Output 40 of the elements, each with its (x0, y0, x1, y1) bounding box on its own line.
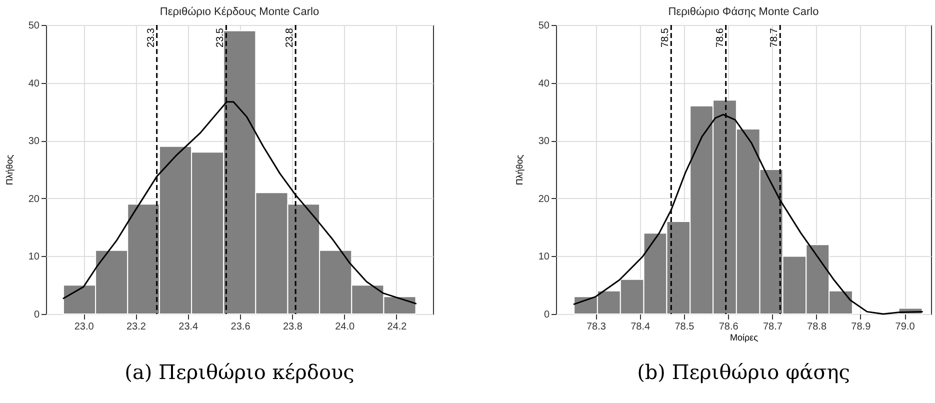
y-tick-label: 50 (538, 20, 550, 32)
text: (b) Περιθώριο φάσης (637, 360, 850, 384)
x-tick-label: 23.0 (74, 322, 94, 332)
y-tick-label: 40 (28, 78, 40, 90)
ref-line-label: 78.7 (769, 28, 780, 48)
x-tick-label: 78.5 (674, 322, 695, 332)
x-tick-label: 78.7 (762, 322, 783, 332)
x-tick-label: 78.6 (718, 322, 739, 332)
y-tick-label: 10 (28, 252, 40, 263)
y-tick-label: 50 (28, 20, 40, 32)
ref-line-label: 23.3 (146, 28, 157, 48)
x-tick-label: 23.2 (126, 322, 146, 332)
ref-line-label: 78.6 (714, 28, 726, 48)
x-axis-title: Μοίρες (730, 332, 759, 342)
y-tick-label: 10 (538, 252, 550, 263)
ref-line-label: 23.5 (215, 28, 226, 48)
y-tick-label: 0 (34, 310, 40, 320)
y-tick-label: 40 (538, 78, 550, 90)
x-tick-label: 24.0 (335, 322, 355, 332)
x-tick-label: 23.4 (178, 322, 199, 332)
x-tick-label: 78.8 (807, 322, 827, 332)
ref-line-label: 78.5 (660, 28, 672, 48)
x-tick-label: 78.4 (630, 322, 650, 332)
x-tick-label: 78.9 (851, 322, 872, 332)
y-axis-title: Πλήθος (514, 154, 524, 186)
x-tick-label: 79.0 (895, 322, 916, 332)
chart-title: Περιθώριο Φάσης Monte Carlo (668, 6, 819, 18)
x-tick-label: 23.8 (282, 322, 303, 332)
y-tick-label: 20 (538, 194, 550, 205)
x-tick-label: 24.2 (387, 322, 408, 332)
y-axis-title: Πλήθος (4, 154, 14, 186)
y-tick-label: 20 (28, 194, 40, 205)
text: (a) Περιθώριο κέρδους (124, 360, 354, 384)
y-tick-label: 30 (28, 136, 40, 148)
y-tick-label: 30 (538, 136, 550, 148)
x-tick-label: 78.3 (586, 322, 606, 332)
chart-title: Περιθώριο Κέρδους Monte Carlo (160, 6, 320, 18)
ref-line-label: 23.8 (284, 28, 296, 48)
y-tick-label: 0 (544, 310, 550, 320)
x-tick-label: 23.6 (230, 322, 251, 332)
